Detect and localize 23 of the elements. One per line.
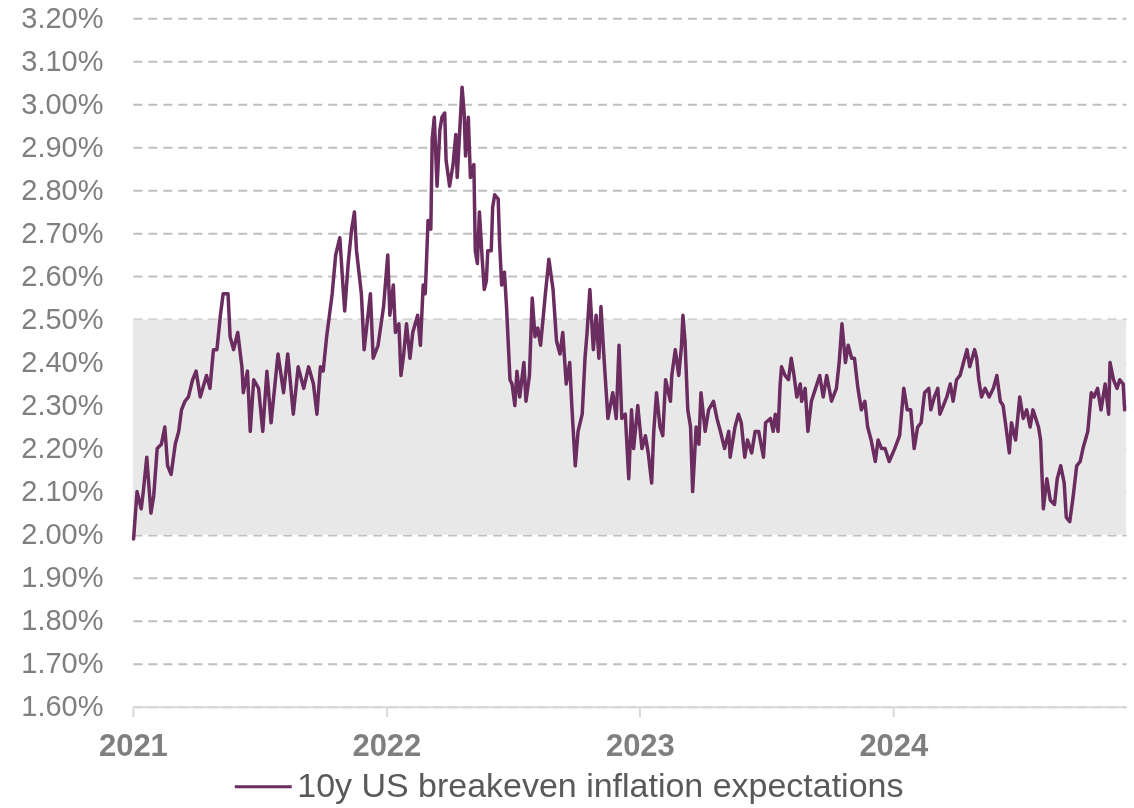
- y-tick-label: 1.60%: [21, 690, 104, 723]
- y-tick-label: 2.80%: [21, 173, 104, 206]
- x-tick-label: 2024: [859, 728, 930, 764]
- y-tick-label: 2.50%: [21, 303, 104, 335]
- y-tick-label: 1.80%: [21, 604, 104, 637]
- y-tick-label: 2.30%: [21, 389, 104, 422]
- y-tick-label: 2.70%: [21, 216, 104, 249]
- y-tick-label: 2.00%: [21, 518, 104, 551]
- y-tick-label: 2.40%: [21, 346, 104, 379]
- y-tick-label: 3.00%: [21, 87, 104, 120]
- x-tick-label: 2022: [352, 728, 422, 764]
- legend-label: 10y US breakeven inflation expectations: [297, 765, 904, 804]
- y-tick-label: 2.10%: [21, 475, 104, 508]
- y-tick-label: 2.20%: [21, 432, 104, 465]
- line-series: [131, 85, 1127, 541]
- x-tick-label: 2021: [98, 728, 168, 764]
- y-tick-label: 2.60%: [21, 259, 104, 292]
- y-tick-label: 3.10%: [21, 44, 104, 77]
- y-tick-label: 3.20%: [21, 1, 104, 34]
- x-tick-label: 2023: [605, 728, 675, 764]
- y-tick-label: 2.90%: [21, 130, 104, 163]
- y-tick-label: 1.90%: [21, 561, 104, 594]
- y-tick-label: 1.70%: [21, 647, 104, 680]
